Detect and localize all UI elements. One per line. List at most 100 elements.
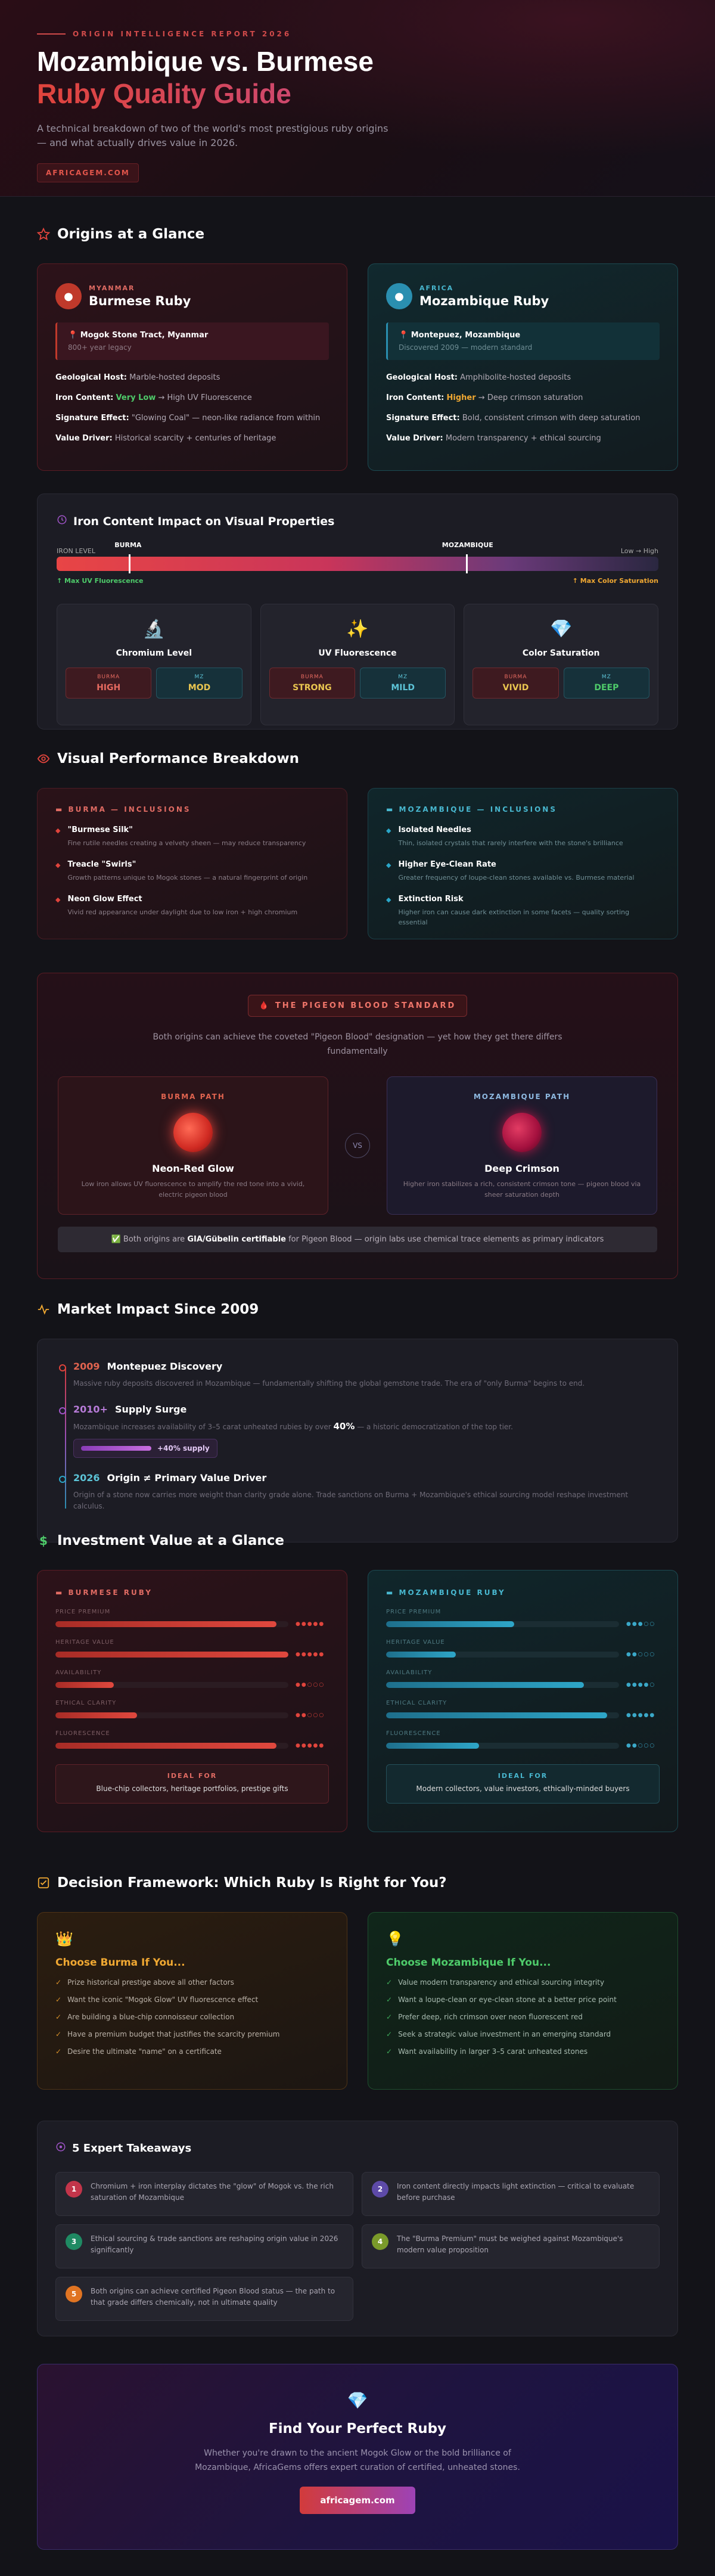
moz-investment-card: ▬ MOZAMBIQUE RUBY PRICE PREMIUM ●●●○○ HERI… [368,1570,678,1832]
pigeon-badge: 🩸 THE PIGEON BLOOD STANDARD [247,995,468,1017]
moz-fact-iron: Iron Content: Higher → Deep crimson satu… [386,393,583,402]
takeaway-text: The "Burma Premium" must be weighed agai… [397,2234,623,2254]
burma-iron-marker [129,554,131,573]
max-uv-note: ↑ Max UV Fluorescence [57,577,144,585]
iron-gradient-bar [57,554,658,573]
moz-pill: MZ DEEP [563,668,650,699]
burma-ideal-box: IDEAL FOR Blue-chip collectors, heritage… [55,1764,329,1804]
metric-rating: ●●○○○ [626,1652,656,1658]
moz-inclusions-card: ▬ MOZAMBIQUE — INCLUSIONS ◆ Isolated Need… [368,788,678,939]
sparkle-icon: ✨ [346,619,369,640]
metric-label: PRICE PREMIUM [55,1609,111,1615]
list-item: ✓ Want the iconic "Mogok Glow" UV fluores… [55,1995,259,2004]
pigeon-blood-panel: 🩸 THE PIGEON BLOOD STANDARD Both origins… [37,973,678,1279]
takeaway-number: 3 [66,2233,82,2250]
metric-row: PRICE PREMIUM ●●●○○ [386,1609,660,1627]
decision-title: Decision Framework: Which Ruby Is Right … [57,1875,447,1891]
burma-pill: BURMA HIGH [66,668,152,699]
page-title: Mozambique vs. Burmese Ruby Quality Guid… [37,45,678,110]
iron-bar-labels: IRON LEVEL BURMA MOZAMBIQUE Low → High [57,541,658,555]
moz-path-desc: Higher iron stabilizes a rich, consisten… [403,1180,641,1199]
pigeon-description: Both origins can achieve the coveted "Pi… [153,1032,562,1056]
burma-inclusions-card: ▬ BURMA — INCLUSIONS ◆ "Burmese Silk" Fine… [37,788,347,939]
takeaway-number: 2 [372,2181,388,2198]
metric-rating: ●●○○○ [626,1743,656,1749]
market-heading: Market Impact Since 2009 [0,1302,715,1317]
burma-investment-head: ▬ BURMESE RUBY [55,1588,153,1597]
iron-level-label: IRON LEVEL [57,547,95,555]
metric-row: FLUORESCENCE ●●●●● [55,1730,329,1749]
choose-moz-head: Choose Mozambique If You... [386,1957,551,1969]
report-eyebrow: ORIGIN INTELLIGENCE REPORT 2026 [37,30,678,38]
takeaway-item: 5 Both origins can achieve certified Pige… [55,2277,353,2321]
metric-fill [386,1682,585,1688]
metric-label: ETHICAL CLARITY [386,1700,447,1706]
metric-label: ETHICAL CLARITY [55,1700,117,1706]
market-impact-section: Market Impact Since 2009 2009 Montepuez D… [0,1302,715,1543]
tile-name: UV Fluorescence [318,648,397,658]
list-item: ◆ Extinction Risk Higher iron can cause da… [386,895,630,926]
list-item: ✓ Seek a strategic value investment in an… [386,2030,611,2038]
metric-row: PRICE PREMIUM ●●●●● [55,1609,329,1627]
moz-marker-label: MOZAMBIQUE [442,541,493,549]
timeline-card: 2009 Montepuez Discovery Massive ruby dep… [37,1339,678,1543]
clock-icon [57,514,67,528]
list-item: ✓ Desire the ultimate "name" on a certifi… [55,2047,222,2056]
metric-row: AVAILABILITY ●●●●○ [386,1669,660,1688]
takeaway-text: Both origins can achieve certified Pigeo… [91,2287,335,2307]
choose-moz-card: 💡 Choose Mozambique If You... ✓ Value mod… [368,1912,678,2090]
metric-rating: ●●○○○ [296,1682,325,1688]
visit-site-button[interactable]: africagem.com [300,2487,415,2514]
burma-location-name: 📍 Mogok Stone Tract, Myanmar [68,331,209,340]
hero-header: ORIGIN INTELLIGENCE REPORT 2026 Mozambiq… [0,0,715,197]
metric-track [55,1621,288,1627]
metric-track [386,1621,619,1627]
moz-location: 📍 Montepuez, Mozambique Discovered 2009 … [386,322,660,360]
takeaway-text: Chromium + iron interplay dictates the "… [91,2182,334,2202]
metric-label: PRICE PREMIUM [386,1609,442,1615]
checkbox-icon [37,1876,50,1889]
choose-burma-card: 👑 Choose Burma If You... ✓ Prize historic… [37,1912,347,2090]
origins-title: Origins at a Glance [57,226,205,242]
takeaways-heading: 5 Expert Takeaways [55,2142,660,2155]
eyebrow-text: ORIGIN INTELLIGENCE REPORT 2026 [73,30,292,38]
metric-track [386,1712,619,1718]
metric-track [55,1712,288,1718]
metric-fill [386,1712,608,1718]
max-color-note: ↑ Max Color Saturation [572,577,658,585]
list-item: ✓ Have a premium budget that justifies th… [55,2030,280,2038]
moz-pill: MZ MOD [156,668,243,699]
location-pin-icon: ● [55,283,82,309]
burma-pill: BURMA STRONG [269,668,356,699]
eye-icon [37,752,50,765]
list-item: ✓ Are building a blue-chip connoisseur co… [55,2013,235,2021]
burma-fact-iron: Iron Content: Very Low → High UV Fluores… [55,393,252,402]
moz-path-head: MOZAMBIQUE PATH [473,1093,571,1101]
moz-path-card: MOZAMBIQUE PATH Deep Crimson Higher iron… [387,1076,657,1215]
list-item: ◆ Higher Eye-Clean Rate Greater frequency … [386,860,635,882]
visual-heading: Visual Performance Breakdown [0,751,715,766]
star-icon [37,228,50,241]
metric-rating: ●●●●● [296,1652,325,1658]
cta-title: Find Your Perfect Ruby [268,2421,447,2437]
burma-path-desc: Low iron allows UV fluorescence to ampli… [81,1180,305,1199]
burma-fact-host: Geological Host: Marble-hosted deposits [55,373,220,382]
moz-pill: MZ MILD [360,668,446,699]
moz-location-name: 📍 Montepuez, Mozambique [399,331,521,340]
metric-label: AVAILABILITY [55,1669,102,1676]
moz-location-sub: Discovered 2009 — modern standard [399,343,533,352]
metric-fill [55,1712,137,1718]
timeline-event: 2009 Montepuez Discovery Massive ruby dep… [59,1361,654,1389]
moz-investment-head: ▬ MOZAMBIQUE RUBY [386,1588,506,1597]
iron-title: Iron Content Impact on Visual Properties [73,514,335,528]
tile-name: Chromium Level [116,648,192,658]
site-badge[interactable]: AFRICAGEM.COM [37,163,139,182]
list-item: ◆ Treacle "Swirls" Growth patterns unique … [55,860,308,882]
takeaway-item: 2 Iron content directly impacts light ext… [362,2172,660,2216]
metric-label: FLUORESCENCE [55,1730,110,1737]
metric-track [55,1652,288,1658]
metric-fill [55,1652,288,1658]
metric-rating: ●●●●● [296,1621,325,1627]
metric-label: HERITAGE VALUE [55,1639,114,1646]
